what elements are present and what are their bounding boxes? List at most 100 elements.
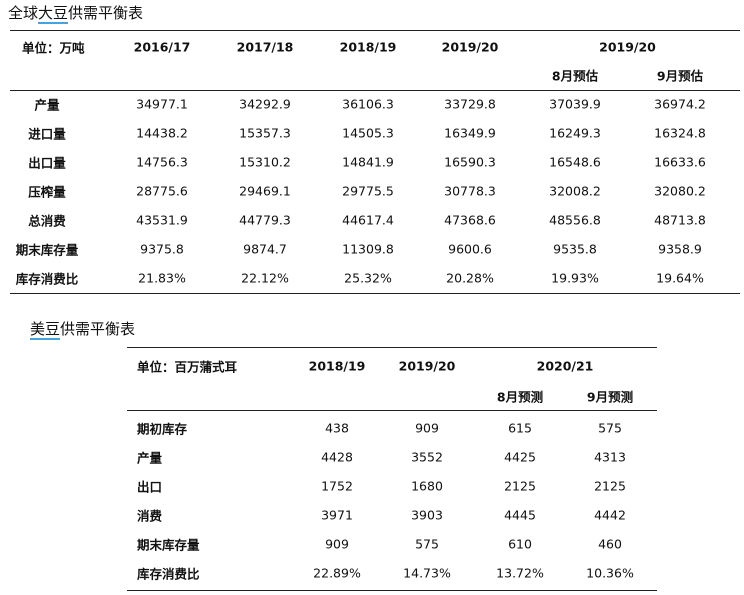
table-rule: [127, 347, 657, 348]
cell: 34292.9: [239, 96, 291, 112]
cell: 37039.9: [549, 96, 601, 112]
cell: 14.73%: [403, 565, 451, 581]
row-label: 库存消费比: [15, 271, 79, 287]
cell: 575: [598, 420, 622, 436]
cell: 20.28%: [446, 270, 494, 286]
cell: 10.36%: [586, 565, 634, 581]
cell: 909: [325, 536, 349, 552]
cell: 3971: [321, 507, 353, 523]
cell: 16548.6: [549, 154, 601, 170]
cell: 9358.9: [658, 241, 702, 257]
cell: 13.72%: [496, 565, 544, 581]
year-header: 2019/20: [398, 358, 456, 374]
title-part: 美豆: [30, 320, 61, 340]
cell: 28775.6: [136, 183, 188, 199]
cell: 36974.2: [654, 96, 706, 112]
unit-label: 单位：万吨: [22, 40, 85, 56]
row-label: 出口量: [28, 155, 66, 171]
cell: 34977.1: [136, 96, 188, 112]
cell: 438: [325, 420, 349, 436]
cell: 36106.3: [342, 96, 394, 112]
cell: 4425: [504, 449, 536, 465]
table-rule: [10, 30, 740, 31]
cell: 610: [508, 536, 532, 552]
cell: 16633.6: [654, 154, 706, 170]
cell: 4445: [504, 507, 536, 523]
table-title: 全球大豆供需平衡表: [8, 2, 144, 24]
cell: 44779.3: [239, 212, 291, 228]
row-label: 消费: [137, 508, 163, 524]
cell: 29469.1: [239, 183, 291, 199]
cell: 2125: [594, 478, 626, 494]
cell: 4313: [594, 449, 626, 465]
cell: 575: [415, 536, 439, 552]
cell: 19.64%: [656, 270, 704, 286]
cell: 48713.8: [654, 212, 706, 228]
cell: 33729.8: [444, 96, 496, 112]
sub-header: 8月预估: [551, 68, 599, 84]
cell: 16349.9: [444, 125, 496, 141]
cell: 32080.2: [654, 183, 706, 199]
table-rule: [10, 90, 740, 91]
row-label: 期初库存: [137, 421, 188, 437]
year-header: 2016/17: [133, 39, 191, 55]
cell: 3903: [411, 507, 443, 523]
cell: 4428: [321, 449, 353, 465]
cell: 19.93%: [551, 270, 599, 286]
year-header: 2019/20: [441, 39, 499, 55]
title-part: 供需平衡表: [60, 320, 136, 338]
cell: 14756.3: [136, 154, 188, 170]
cell: 1680: [411, 478, 443, 494]
cell: 22.89%: [313, 565, 361, 581]
row-label: 总消费: [28, 213, 66, 229]
title-part: 大豆: [38, 4, 69, 24]
cell: 14438.2: [136, 125, 188, 141]
cell: 22.12%: [241, 270, 289, 286]
cell: 21.83%: [138, 270, 186, 286]
cell: 909: [415, 420, 439, 436]
row-label: 进口量: [28, 126, 66, 142]
title-part: 供需平衡表: [68, 4, 144, 22]
cell: 16324.8: [654, 125, 706, 141]
group-header: 2020/21: [536, 358, 594, 374]
cell: 1752: [321, 478, 353, 494]
table-title: 美豆供需平衡表: [30, 318, 136, 340]
row-label: 库存消费比: [137, 566, 200, 582]
cell: 4442: [594, 507, 626, 523]
cell: 11309.8: [342, 241, 394, 257]
cell: 43531.9: [136, 212, 188, 228]
group-header: 2019/20: [599, 39, 656, 55]
cell: 44617.4: [342, 212, 394, 228]
cell: 615: [508, 420, 532, 436]
title-part: 全球: [8, 4, 39, 22]
cell: 25.32%: [344, 270, 392, 286]
cell: 48556.8: [549, 212, 601, 228]
cell: 9375.8: [140, 241, 184, 257]
cell: 16249.3: [549, 125, 601, 141]
cell: 47368.6: [444, 212, 496, 228]
cell: 15310.2: [239, 154, 291, 170]
year-header: 2018/19: [308, 358, 366, 374]
cell: 460: [598, 536, 622, 552]
cell: 30778.3: [444, 183, 496, 199]
table-rule: [127, 590, 657, 591]
row-label: 期末库存量: [15, 242, 79, 258]
year-header: 2018/19: [339, 39, 397, 55]
cell: 9600.6: [448, 241, 492, 257]
cell: 3552: [411, 449, 443, 465]
row-label: 出口: [137, 479, 163, 495]
row-label: 产量: [34, 97, 60, 113]
sub-header: 9月预测: [586, 389, 634, 405]
year-header: 2017/18: [236, 39, 294, 55]
cell: 2125: [504, 478, 536, 494]
cell: 32008.2: [549, 183, 601, 199]
row-label: 期末库存量: [137, 537, 200, 553]
cell: 9874.7: [243, 241, 287, 257]
row-label: 压榨量: [28, 184, 66, 200]
row-label: 产量: [137, 450, 163, 466]
cell: 14841.9: [342, 154, 394, 170]
table-rule: [10, 293, 740, 294]
cell: 15357.3: [239, 125, 291, 141]
cell: 14505.3: [342, 125, 394, 141]
sub-header: 8月预测: [496, 389, 544, 405]
